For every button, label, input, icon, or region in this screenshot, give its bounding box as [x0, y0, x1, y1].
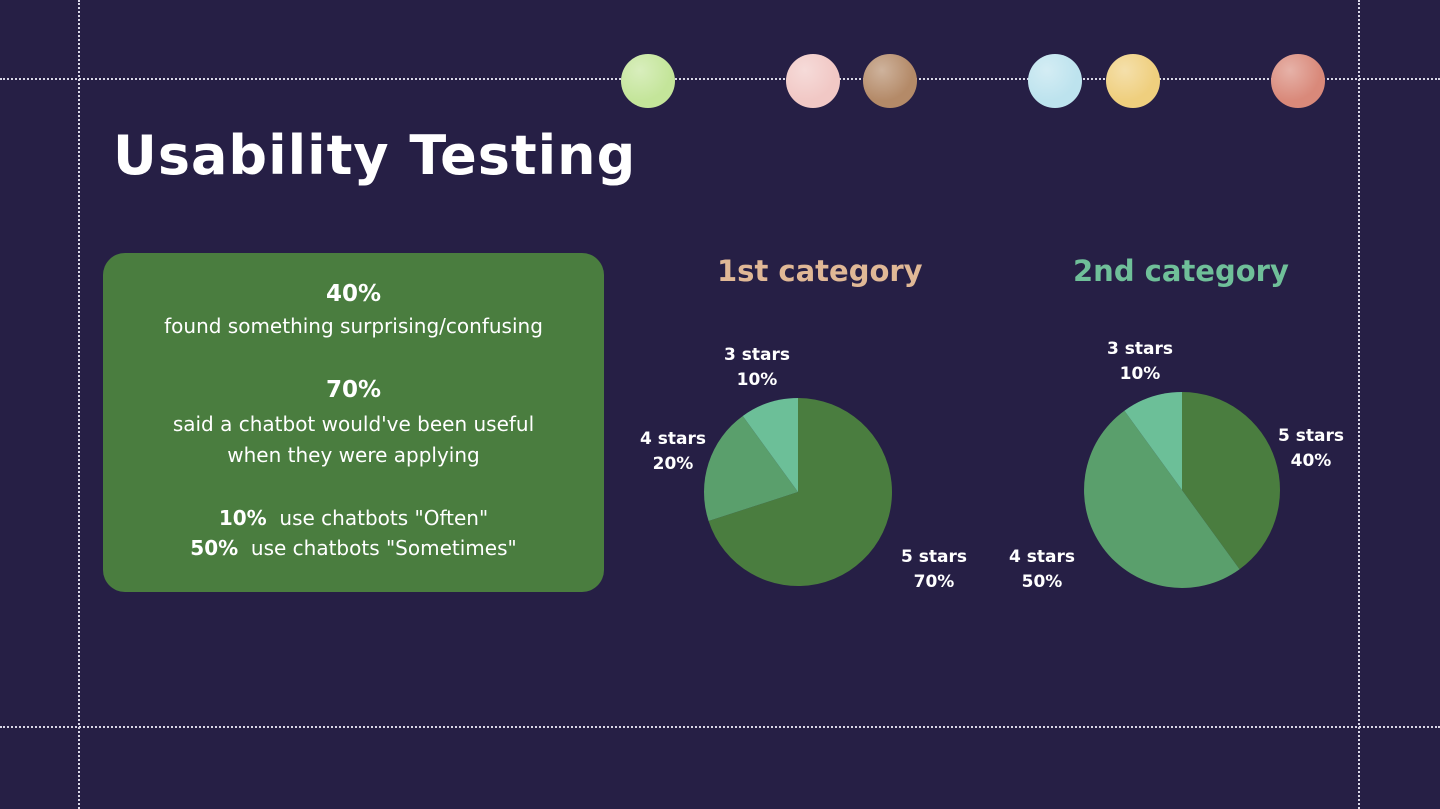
pie1-label-4-stars-value: 20% — [652, 454, 694, 474]
stat-surprised-value: 40% — [325, 281, 382, 307]
stats-card: 40% found something surprising/confusing… — [103, 253, 604, 592]
usage-often-value: 10% — [218, 506, 267, 530]
pie2-slice-5-stars — [1182, 392, 1280, 570]
dotted-guide-left — [78, 0, 80, 809]
light-blue-dot — [1028, 54, 1082, 108]
dotted-guide-right — [1358, 0, 1360, 809]
page-title: Usability Testing — [113, 124, 637, 187]
pie2-label-5-stars-value: 40% — [1290, 451, 1332, 471]
pie1-label-5-stars-name: 5 stars — [901, 547, 967, 567]
pie2-label-3-stars-name: 3 stars — [1107, 339, 1173, 359]
pie2-label-3-stars: 3 stars 10% — [1095, 337, 1185, 387]
chart-1-title: 1st category — [717, 254, 923, 288]
pie1-label-4-stars-name: 4 stars — [640, 429, 706, 449]
pie1-label-4-stars: 4 stars 20% — [628, 427, 718, 477]
usage-often: 10% use chatbots "Often" — [103, 503, 604, 533]
pie-chart-2 — [1084, 392, 1280, 588]
yellow-dot — [1106, 54, 1160, 108]
pie-chart-1 — [704, 398, 892, 586]
pie2-label-5-stars-name: 5 stars — [1278, 426, 1344, 446]
pie2-slice-3-stars — [1124, 392, 1182, 490]
usage-sometimes-text: use chatbots "Sometimes" — [250, 536, 517, 560]
stat-chatbot-text-line2: when they were applying — [227, 443, 480, 467]
pie1-label-3-stars: 3 stars 10% — [712, 343, 802, 393]
stat-surprised-text: found something surprising/confusing — [164, 314, 543, 338]
pie1-label-3-stars-name: 3 stars — [724, 345, 790, 365]
pie2-label-4-stars: 4 stars 50% — [997, 545, 1087, 595]
pie1-slice-3-stars — [742, 398, 798, 492]
pie1-slice-4-stars — [704, 415, 798, 522]
pie2-slice-4-stars — [1084, 410, 1240, 588]
stat-chatbot-value: 70% — [325, 377, 382, 403]
pie1-label-3-stars-value: 10% — [736, 370, 778, 390]
dotted-guide-top — [0, 78, 1440, 80]
usage-often-text: use chatbots "Often" — [279, 506, 489, 530]
usage-sometimes: 50% use chatbots "Sometimes" — [103, 533, 604, 563]
dotted-guide-bottom — [0, 726, 1440, 728]
salmon-dot — [1271, 54, 1325, 108]
pie1-slice-5-stars — [708, 398, 892, 586]
pie1-label-5-stars: 5 stars 70% — [889, 545, 979, 595]
brown-dot — [863, 54, 917, 108]
pie2-label-4-stars-name: 4 stars — [1009, 547, 1075, 567]
pie2-label-3-stars-value: 10% — [1119, 364, 1161, 384]
pie2-label-5-stars: 5 stars 40% — [1266, 424, 1356, 474]
pie2-label-4-stars-value: 50% — [1021, 572, 1063, 592]
chart-2-title: 2nd category — [1073, 254, 1289, 288]
pie1-label-5-stars-value: 70% — [913, 572, 955, 592]
pink-dot — [786, 54, 840, 108]
stat-chatbot-text-line1: said a chatbot would've been useful — [172, 412, 535, 436]
usage-sometimes-value: 50% — [190, 536, 239, 560]
lime-dot — [621, 54, 675, 108]
